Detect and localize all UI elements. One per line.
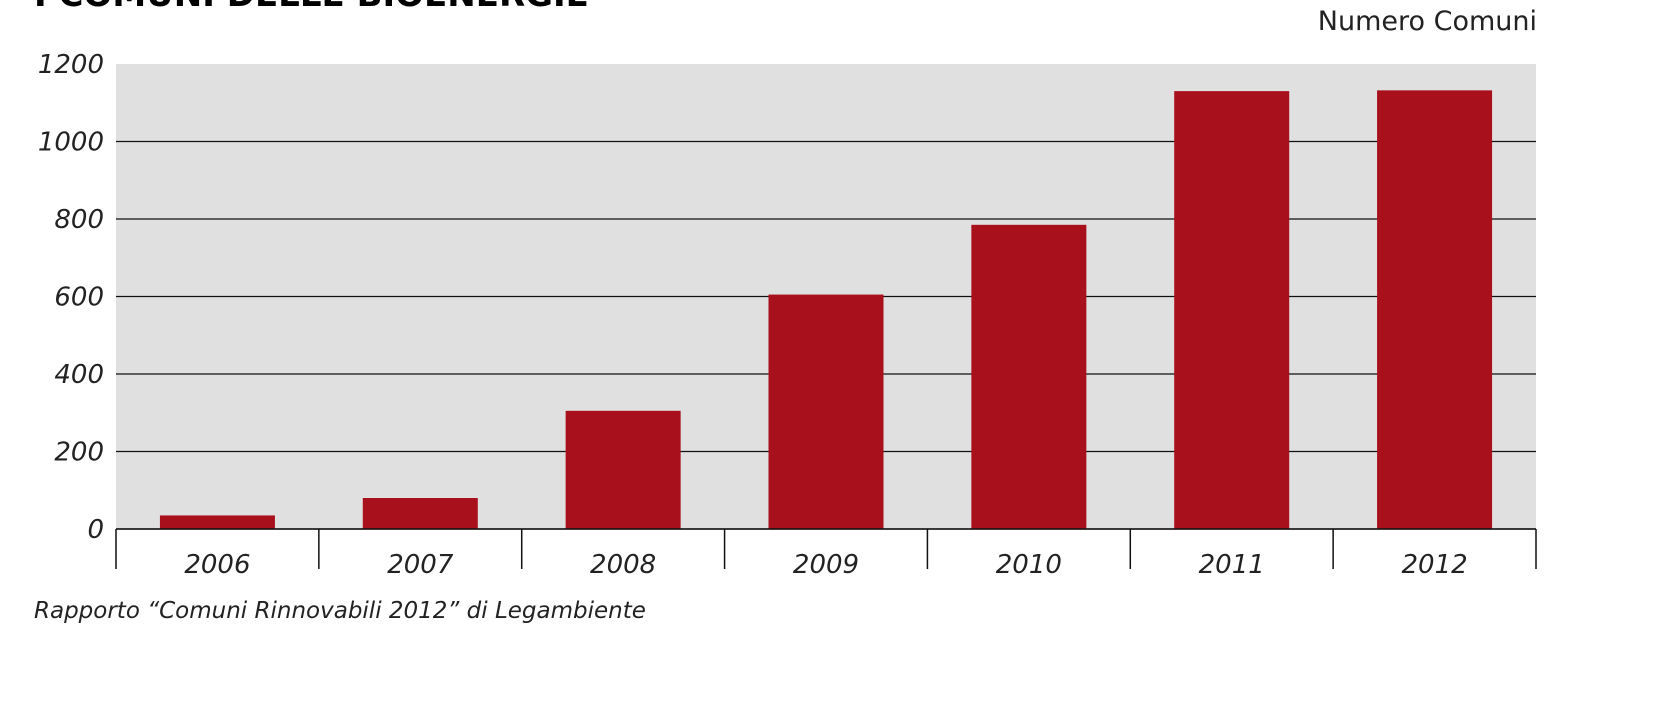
x-tick-label: 2008 [590, 550, 656, 580]
y-axis-tick-labels: 0 200 400 600 800 1000 1200 [38, 50, 104, 545]
x-tick-label: 2007 [387, 550, 454, 580]
chart-title: I COMUNI DELLE BIOENERGIE [34, 0, 589, 15]
bar [1174, 91, 1290, 529]
bar [565, 410, 681, 529]
y-tick-label: 400 [54, 360, 104, 390]
x-tick-label: 2006 [184, 550, 250, 580]
bar [159, 515, 275, 529]
x-tick-label: 2009 [793, 550, 859, 580]
bars [159, 90, 1493, 529]
y-axis-unit-label: Numero Comuni [1318, 6, 1537, 37]
y-tick-label: 1200 [38, 50, 104, 80]
x-tick-label: 2011 [1199, 550, 1265, 580]
y-tick-label: 200 [54, 438, 104, 468]
bar [971, 224, 1087, 529]
x-tick-label: 2010 [996, 550, 1062, 580]
source-note: Rapporto “Comuni Rinnovabili 2012” di Le… [34, 598, 646, 624]
y-tick-label: 0 [87, 515, 104, 545]
bar [768, 294, 884, 529]
x-axis-tick-labels: 2006 2007 2008 2009 2010 2011 2012 [184, 550, 1467, 580]
y-tick-label: 1000 [38, 128, 104, 158]
bar [362, 498, 478, 529]
bar [1377, 90, 1493, 529]
x-axis [115, 528, 1537, 569]
x-tick-label: 2012 [1401, 550, 1467, 580]
y-tick-label: 800 [54, 205, 104, 235]
y-tick-label: 600 [54, 283, 104, 313]
